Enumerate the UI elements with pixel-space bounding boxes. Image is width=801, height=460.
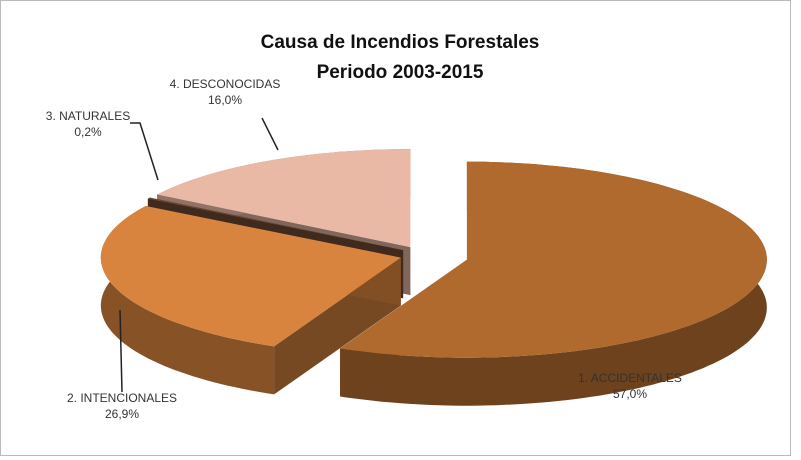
leader-line bbox=[119, 309, 123, 393]
slice-group bbox=[340, 161, 767, 406]
category-label: 1. ACCIDENTALES bbox=[578, 371, 682, 385]
chart-subtitle: Periodo 2003-2015 bbox=[317, 62, 484, 83]
category-label: 3. NATURALES bbox=[46, 109, 130, 123]
slice bbox=[147, 197, 404, 251]
value-label: 57,0% bbox=[613, 387, 647, 401]
labels: 1. ACCIDENTALES 57,0% 2. INTENCIONALES 26,9… bbox=[46, 77, 682, 421]
slice bbox=[340, 161, 767, 358]
category-label: 2. INTENCIONALES bbox=[67, 391, 177, 405]
leader-line bbox=[261, 117, 279, 151]
slice bbox=[157, 149, 411, 248]
chart-title: Causa de Incendios Forestales bbox=[261, 32, 540, 53]
pie bbox=[100, 149, 767, 406]
value-label: 16,0% bbox=[208, 93, 242, 107]
value-label: 26,9% bbox=[105, 407, 139, 421]
leader-line bbox=[130, 122, 159, 181]
category-label: 4. DESCONOCIDAS bbox=[170, 77, 281, 91]
value-label: 0,2% bbox=[74, 125, 102, 139]
slice-group bbox=[100, 206, 401, 395]
slice bbox=[100, 206, 401, 347]
